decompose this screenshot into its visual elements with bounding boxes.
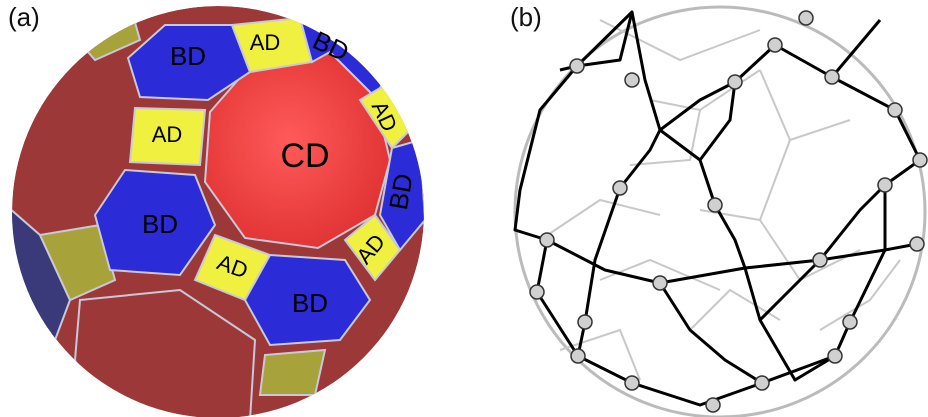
panel-a — [0, 5, 425, 417]
panel-label: (b) — [510, 2, 542, 32]
node — [913, 153, 927, 167]
node — [825, 70, 839, 84]
node — [843, 315, 857, 329]
node — [888, 103, 902, 117]
edge-light — [690, 290, 780, 330]
node — [578, 315, 592, 329]
face-olive — [260, 350, 325, 395]
edge-dark — [515, 12, 917, 283]
edge-light — [820, 260, 900, 330]
face-label: BD — [292, 288, 328, 318]
face-label: CD — [280, 137, 329, 175]
face-label: BD — [170, 41, 206, 71]
node — [625, 73, 639, 87]
face-label: AD — [152, 122, 183, 147]
face-label: BD — [383, 171, 419, 212]
figure: (a) (b) BDADBDADADCDBDBDADADBD — [0, 0, 928, 417]
face-label: AD — [250, 30, 281, 55]
node — [878, 178, 892, 192]
node — [799, 11, 813, 25]
node — [708, 198, 722, 212]
node — [768, 38, 782, 52]
panel-label: (a) — [8, 2, 40, 32]
node — [570, 59, 584, 73]
node — [613, 181, 627, 195]
edge-dark — [660, 283, 762, 383]
edge-light — [540, 200, 660, 240]
edge-dark — [700, 82, 735, 160]
node — [571, 349, 585, 363]
edge-dark — [660, 130, 835, 380]
panel-b — [515, 7, 927, 417]
node — [755, 376, 769, 390]
node — [910, 237, 924, 251]
node — [813, 253, 827, 267]
node — [653, 276, 667, 290]
edge-light — [630, 110, 700, 165]
node — [530, 285, 544, 299]
node — [625, 376, 639, 390]
edge-dark — [832, 77, 920, 250]
node — [828, 349, 842, 363]
face-label: BD — [142, 209, 178, 239]
node — [540, 233, 554, 247]
node — [728, 75, 742, 89]
node — [706, 398, 720, 412]
